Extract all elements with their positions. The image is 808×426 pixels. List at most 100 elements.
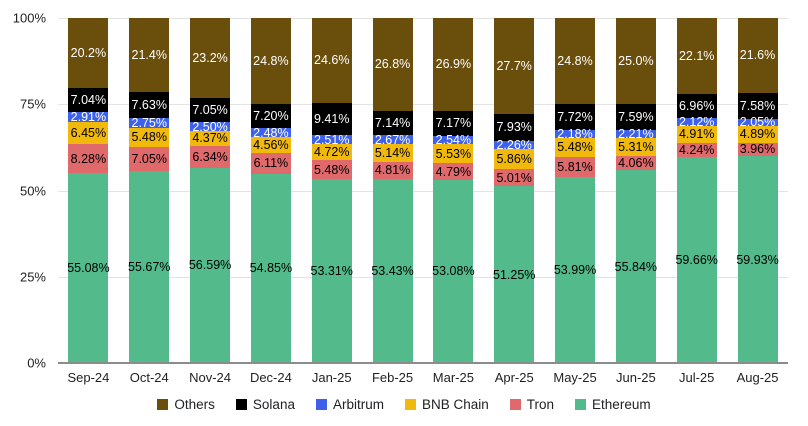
bar-segment-tron-apr-25[interactable] bbox=[494, 168, 535, 187]
bar-segment-bnb-chain-jul-25[interactable] bbox=[676, 125, 717, 143]
bar-segment-arbitrum-jan-25[interactable] bbox=[311, 135, 352, 144]
bar-segment-tron-jun-25[interactable] bbox=[615, 156, 656, 171]
segment-label-solana-mar-25: 7.17% bbox=[435, 115, 472, 130]
bar-segment-bnb-chain-jan-25[interactable] bbox=[311, 143, 352, 161]
segment-label-solana-feb-25: 7.14% bbox=[374, 115, 411, 130]
bar-segment-others-mar-25[interactable] bbox=[433, 17, 474, 111]
bar-segment-arbitrum-jun-25[interactable] bbox=[615, 130, 656, 139]
bar-segment-arbitrum-dec-24[interactable] bbox=[250, 128, 291, 137]
segment-label-solana-nov-24: 7.05% bbox=[192, 102, 228, 117]
bar-segment-ethereum-feb-25[interactable] bbox=[372, 178, 413, 363]
bar-segment-solana-jun-25[interactable] bbox=[615, 104, 656, 131]
bar-segment-solana-jul-25[interactable] bbox=[676, 94, 717, 119]
bar-segment-others-aug-25[interactable] bbox=[737, 17, 778, 93]
bar-segment-others-may-25[interactable] bbox=[555, 18, 596, 104]
bar-segment-solana-dec-24[interactable] bbox=[250, 103, 291, 129]
bar-segment-solana-feb-25[interactable] bbox=[372, 110, 413, 136]
bar-segment-solana-nov-24[interactable] bbox=[190, 97, 231, 123]
bar-segment-solana-jan-25[interactable] bbox=[311, 102, 352, 136]
x-tick-label-dec-24: Dec-24 bbox=[249, 370, 292, 385]
bar-segment-arbitrum-apr-25[interactable] bbox=[494, 140, 535, 149]
segment-label-others-jul-25: 22.1% bbox=[678, 48, 715, 63]
bar-segment-others-nov-24[interactable] bbox=[190, 17, 231, 98]
bar-segment-ethereum-jan-25[interactable] bbox=[311, 179, 352, 363]
bar-segment-tron-aug-25[interactable] bbox=[737, 142, 778, 157]
bar-segment-ethereum-jul-25[interactable] bbox=[676, 157, 717, 363]
bar-segment-ethereum-mar-25[interactable] bbox=[433, 179, 474, 363]
bar-segment-bnb-chain-sep-24[interactable] bbox=[68, 122, 109, 145]
bar-segment-solana-mar-25[interactable] bbox=[433, 110, 474, 136]
bar-cell-apr-25: 51.25% 5.01% 5.86% 2.26% 7.93% 27.7% bbox=[484, 17, 545, 363]
segment-label-bnb-chain-may-25: 5.48% bbox=[557, 139, 593, 154]
bar-segment-bnb-chain-aug-25[interactable] bbox=[737, 125, 778, 143]
bar-segment-bnb-chain-jun-25[interactable] bbox=[615, 138, 656, 157]
bar-segment-solana-sep-24[interactable] bbox=[68, 87, 109, 113]
bar-dec-24: 54.85% 6.11% 4.56% 2.48% 7.20% 24.8% bbox=[250, 18, 292, 363]
bar-cell-feb-25: 53.43% 4.81% 5.14% 2.67% 7.14% 26.8% bbox=[362, 18, 423, 363]
bar-segment-ethereum-may-25[interactable] bbox=[555, 176, 596, 363]
bar-segment-arbitrum-oct-24[interactable] bbox=[129, 118, 170, 128]
plot-columns: 55.08% 8.28% 6.45% 2.91% 7.04% 20.2% 55.67% 7.0… bbox=[58, 17, 788, 363]
bar-segment-tron-oct-24[interactable] bbox=[129, 146, 170, 171]
bar-segment-bnb-chain-dec-24[interactable] bbox=[250, 136, 291, 153]
segment-label-others-aug-25: 21.6% bbox=[739, 47, 776, 62]
bar-segment-arbitrum-mar-25[interactable] bbox=[433, 135, 474, 145]
bar-sep-24: 55.08% 8.28% 6.45% 2.91% 7.04% 20.2% bbox=[67, 18, 110, 363]
segment-label-bnb-chain-jul-25: 4.91% bbox=[678, 126, 715, 141]
bar-segment-tron-nov-24[interactable] bbox=[190, 145, 231, 168]
x-tick-label-jun-25: Jun-25 bbox=[615, 370, 656, 385]
bar-segment-solana-may-25[interactable] bbox=[555, 103, 596, 131]
bar-segment-arbitrum-may-25[interactable] bbox=[555, 130, 596, 138]
bar-segment-ethereum-nov-24[interactable] bbox=[190, 167, 231, 363]
bar-segment-bnb-chain-apr-25[interactable] bbox=[494, 148, 535, 169]
bar-segment-tron-jan-25[interactable] bbox=[311, 160, 352, 180]
segment-label-arbitrum-jul-25: 2.12% bbox=[678, 114, 715, 129]
bar-segment-solana-aug-25[interactable] bbox=[737, 92, 778, 119]
bar-segment-arbitrum-feb-25[interactable] bbox=[372, 135, 413, 145]
bar-segment-others-jan-25[interactable] bbox=[311, 17, 352, 103]
legend-label-bnb-chain: BNB Chain bbox=[421, 397, 489, 412]
segment-label-tron-apr-25: 5.01% bbox=[496, 170, 532, 185]
bar-segment-solana-oct-24[interactable] bbox=[129, 91, 170, 119]
bar-apr-25: 51.25% 5.01% 5.86% 2.26% 7.93% 27.7% bbox=[493, 17, 535, 363]
bar-cell-mar-25: 53.08% 4.79% 5.53% 2.54% 7.17% 26.9% bbox=[423, 17, 484, 363]
bar-segment-others-jun-25[interactable] bbox=[615, 17, 656, 105]
segment-label-tron-jan-25: 5.48% bbox=[313, 162, 350, 177]
bar-segment-bnb-chain-may-25[interactable] bbox=[555, 137, 596, 157]
bar-segment-bnb-chain-mar-25[interactable] bbox=[433, 144, 474, 164]
bar-segment-ethereum-apr-25[interactable] bbox=[494, 186, 535, 363]
bar-segment-solana-apr-25[interactable] bbox=[494, 113, 535, 141]
bar-segment-bnb-chain-nov-24[interactable] bbox=[190, 130, 231, 146]
segment-label-solana-jul-25: 6.96% bbox=[678, 99, 715, 114]
legend-swatch-arbitrum bbox=[315, 399, 327, 411]
bar-segment-ethereum-jun-25[interactable] bbox=[615, 170, 656, 363]
segment-label-bnb-chain-jun-25: 5.31% bbox=[618, 139, 654, 154]
bar-segment-others-dec-24[interactable] bbox=[250, 18, 291, 104]
bar-segment-tron-sep-24[interactable] bbox=[68, 144, 109, 173]
legend-swatch-tron bbox=[509, 399, 521, 411]
bar-segment-tron-dec-24[interactable] bbox=[250, 152, 291, 174]
bar-segment-bnb-chain-feb-25[interactable] bbox=[372, 144, 413, 163]
bar-segment-others-apr-25[interactable] bbox=[494, 17, 535, 114]
bar-segment-arbitrum-nov-24[interactable] bbox=[190, 122, 231, 131]
bar-segment-ethereum-oct-24[interactable] bbox=[129, 170, 170, 363]
bar-segment-tron-feb-25[interactable] bbox=[372, 162, 413, 179]
segment-label-tron-oct-24: 7.05% bbox=[131, 151, 167, 166]
bar-segment-ethereum-dec-24[interactable] bbox=[250, 173, 291, 363]
bar-segment-others-sep-24[interactable] bbox=[68, 18, 109, 88]
bar-segment-ethereum-sep-24[interactable] bbox=[68, 172, 109, 363]
bar-segment-others-feb-25[interactable] bbox=[372, 18, 413, 111]
bar-segment-arbitrum-sep-24[interactable] bbox=[68, 112, 109, 123]
bar-segment-bnb-chain-oct-24[interactable] bbox=[129, 127, 170, 147]
bar-segment-arbitrum-jul-25[interactable] bbox=[676, 118, 717, 126]
bar-segment-tron-may-25[interactable] bbox=[555, 156, 596, 177]
bar-segment-arbitrum-aug-25[interactable] bbox=[737, 118, 778, 126]
bar-segment-ethereum-aug-25[interactable] bbox=[737, 156, 778, 363]
bar-segment-tron-mar-25[interactable] bbox=[433, 163, 474, 180]
y-tick-label-0: 0% bbox=[27, 355, 46, 371]
bar-segment-others-jul-25[interactable] bbox=[676, 18, 717, 95]
bar-cell-oct-24: 55.67% 7.05% 5.48% 2.75% 7.63% 21.4% bbox=[119, 18, 180, 363]
bar-segment-others-oct-24[interactable] bbox=[129, 18, 170, 92]
bar-segment-tron-jul-25[interactable] bbox=[676, 142, 717, 158]
legend-item-ethereum: Ethereum bbox=[575, 398, 651, 412]
